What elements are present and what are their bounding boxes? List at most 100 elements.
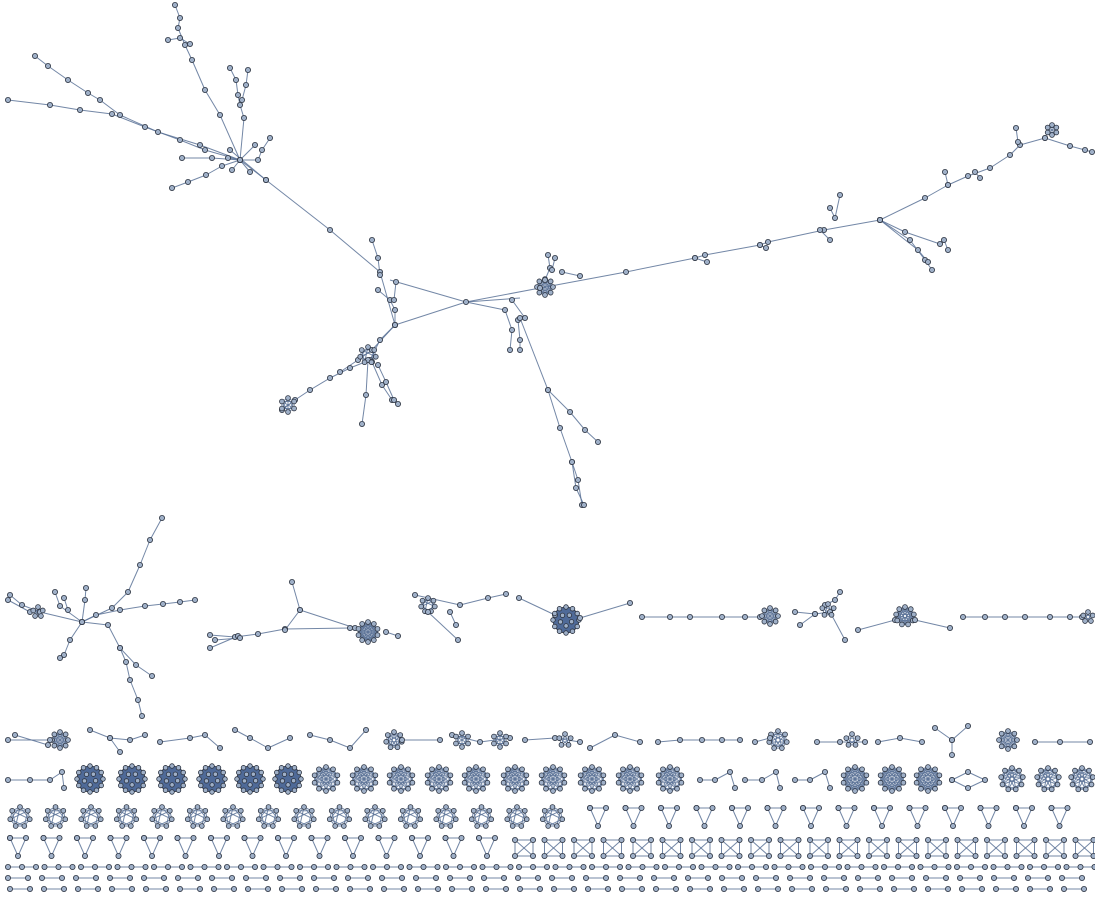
- graph-edge: [967, 779, 986, 789]
- cluster-node: [140, 769, 146, 776]
- cluster-node: [122, 765, 129, 771]
- cluster-node: [243, 771, 250, 777]
- graph-edge: [118, 810, 137, 820]
- graph-node: [777, 785, 784, 792]
- cluster-node: [568, 619, 575, 625]
- graph-node: [909, 875, 916, 882]
- graph-edge: [507, 768, 527, 776]
- graph-edge: [86, 806, 92, 827]
- graph-node: [39, 875, 46, 882]
- graph-edge: [431, 768, 451, 784]
- graph-node: [942, 805, 949, 812]
- cluster-node: [272, 776, 278, 782]
- graph-edge: [750, 839, 770, 857]
- graph-node: [288, 864, 295, 871]
- graph-node: [982, 777, 989, 784]
- graph-node: [897, 735, 904, 742]
- graph-node: [326, 737, 333, 744]
- graph-node: [113, 816, 120, 823]
- graph-node: [79, 619, 86, 626]
- graph-edge: [884, 768, 900, 790]
- graph-edge: [50, 806, 56, 827]
- graph-node: [56, 835, 63, 842]
- graph-node: [512, 837, 519, 844]
- graph-node: [615, 779, 622, 786]
- graph-node: [231, 727, 238, 734]
- graph-node: [600, 772, 607, 779]
- graph-node: [93, 875, 100, 882]
- graph-node: [45, 742, 52, 749]
- graph-node: [551, 886, 558, 893]
- graph-node: [381, 816, 388, 823]
- graph-node: [186, 41, 193, 48]
- graph-node: [194, 875, 201, 882]
- cluster-node: [93, 787, 100, 793]
- graph-node: [207, 835, 214, 842]
- graph-node: [1002, 837, 1009, 844]
- cluster-node: [563, 604, 569, 610]
- graph-node: [249, 853, 256, 860]
- graph-node: [114, 864, 121, 871]
- graph-node: [128, 886, 135, 893]
- graph-edge: [1004, 770, 1024, 778]
- graph-node: [589, 853, 596, 860]
- graph-node: [737, 823, 744, 830]
- graph-edge: [704, 244, 761, 256]
- graph-node: [47, 737, 54, 744]
- cluster-node: [135, 787, 142, 793]
- dense-cluster: [274, 765, 302, 793]
- graph-node: [836, 864, 843, 871]
- graph-edge: [877, 737, 901, 743]
- graph-node: [1014, 737, 1020, 743]
- graph-edge: [633, 807, 642, 827]
- cluster-node: [116, 776, 122, 782]
- cluster-node: [220, 769, 226, 776]
- graph-node: [368, 236, 375, 243]
- graph-edge: [920, 768, 940, 784]
- graph-node: [362, 727, 369, 734]
- graph-edge: [121, 806, 127, 827]
- graph-node: [677, 837, 684, 844]
- graph-node: [627, 600, 634, 607]
- cluster-node: [162, 787, 169, 793]
- graph-node: [52, 589, 59, 596]
- graph-edge: [309, 377, 331, 391]
- graph-edge: [569, 411, 586, 431]
- graph-edge: [95, 609, 121, 616]
- graph-edge: [191, 59, 206, 91]
- graph-node: [154, 823, 161, 829]
- cluster-node: [162, 765, 169, 771]
- graph-node: [1013, 886, 1020, 893]
- graph-node: [943, 853, 950, 860]
- graph-node: [387, 744, 394, 751]
- graph-node: [141, 732, 148, 739]
- graph-node: [262, 875, 269, 882]
- graph-edge: [263, 806, 269, 827]
- graph-node: [131, 807, 138, 814]
- cluster-node: [209, 789, 215, 795]
- graph-edge: [625, 257, 696, 273]
- cluster-node: [90, 771, 96, 777]
- cluster-node: [169, 782, 175, 788]
- graph-node: [430, 597, 437, 604]
- graph-edge: [81, 621, 109, 626]
- graph-edge: [884, 768, 904, 784]
- graph-node: [745, 805, 752, 812]
- graph-edge: [1015, 807, 1025, 827]
- graph-node: [202, 807, 209, 814]
- graph-node: [174, 875, 181, 882]
- graph-node: [943, 837, 950, 844]
- graph-node: [443, 804, 449, 810]
- cluster-node: [169, 763, 175, 769]
- graph-edge: [770, 733, 787, 743]
- graph-edge: [365, 359, 369, 396]
- graph-edge: [767, 229, 825, 243]
- graph-node: [488, 816, 495, 823]
- graph-node: [336, 368, 343, 375]
- graph-node: [541, 837, 548, 844]
- graph-node: [484, 779, 491, 786]
- graph-node: [1022, 614, 1029, 621]
- graph-edge: [519, 317, 549, 391]
- graph-edge: [916, 774, 936, 790]
- graph-edge: [294, 389, 311, 401]
